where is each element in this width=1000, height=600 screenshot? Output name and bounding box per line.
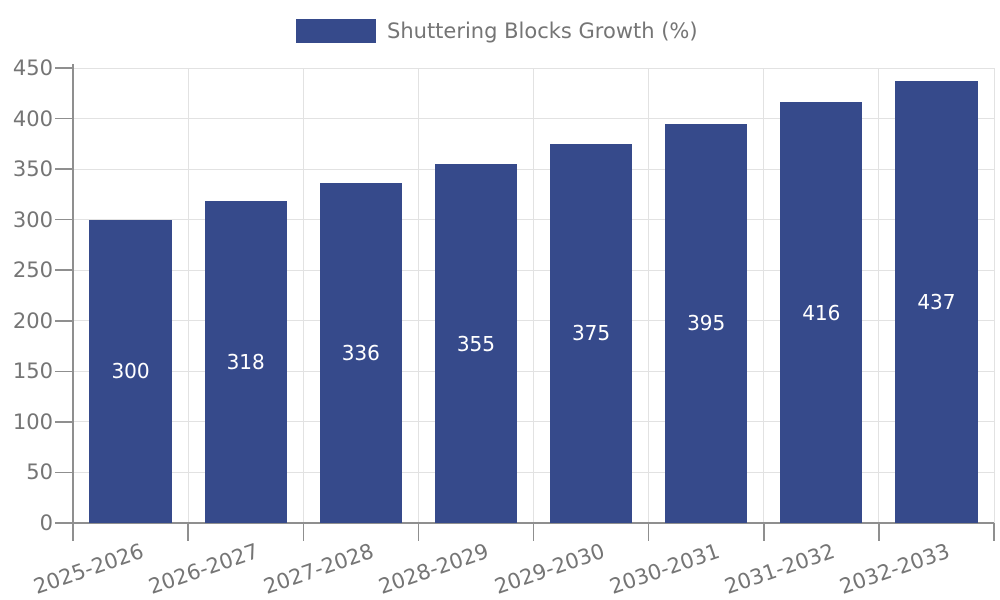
y-axis-tick (55, 269, 73, 271)
x-axis-tick-label: 2025-2026 (30, 538, 147, 599)
x-gridline (763, 68, 765, 523)
bar[interactable]: 375 (549, 143, 633, 523)
x-axis-tick (993, 523, 995, 541)
x-gridline (302, 68, 304, 523)
y-axis-tick-label: 300 (12, 207, 53, 232)
x-gridline (648, 68, 650, 523)
x-axis-tick-label: 2031-2032 (721, 538, 838, 599)
x-axis-line (73, 522, 994, 524)
x-gridline (878, 68, 880, 523)
y-axis-line (72, 64, 74, 541)
x-axis-tick (417, 523, 420, 541)
y-axis-tick-label: 350 (12, 157, 53, 182)
bar[interactable]: 395 (665, 123, 748, 523)
bar[interactable]: 416 (780, 102, 863, 523)
y-axis-tick-label: 450 (12, 56, 53, 80)
y-axis-tick (55, 67, 73, 69)
x-axis-tick-label: 2032-2033 (836, 538, 953, 599)
y-axis-tick-label: 50 (26, 460, 53, 485)
y-axis-tick (55, 218, 73, 221)
x-gridline (187, 68, 189, 523)
x-axis-tick-label: 2030-2031 (606, 538, 723, 599)
legend-label: Shuttering Blocks Growth (%) (387, 19, 698, 43)
bar[interactable]: 318 (204, 201, 287, 523)
x-gridline (417, 68, 419, 523)
y-axis-tick-label: 100 (12, 409, 53, 434)
bar[interactable]: 336 (319, 183, 402, 523)
bar-value-label: 437 (917, 290, 956, 315)
y-axis-tick-label: 250 (12, 258, 53, 283)
x-axis-tick-label: 2029-2030 (491, 538, 608, 599)
y-axis-tick-label: 400 (12, 106, 53, 131)
x-axis-tick (878, 523, 880, 541)
y-axis-tick (55, 320, 73, 322)
x-axis-tick (187, 523, 189, 541)
x-axis-tick-label: 2027-2028 (260, 538, 377, 599)
x-axis-tick (763, 523, 765, 541)
x-axis-tick (647, 523, 650, 541)
bar[interactable]: 355 (434, 164, 518, 523)
y-axis-tick (55, 117, 73, 120)
x-axis-tick-label: 2028-2029 (376, 538, 493, 599)
y-axis-tick-label: 150 (12, 359, 53, 384)
legend-item[interactable]: Shuttering Blocks Growth (%) (296, 18, 698, 44)
y-axis-tick-label: 200 (12, 308, 53, 333)
legend-swatch (296, 19, 376, 43)
y-axis-tick (55, 370, 73, 373)
bar-value-label: 300 (111, 359, 150, 384)
x-axis-tick-label: 2026-2027 (145, 538, 262, 599)
x-axis-tick (302, 523, 304, 541)
y-axis-tick (55, 168, 73, 170)
bar-value-label: 395 (687, 311, 726, 336)
y-axis-tick-label: 0 (39, 511, 53, 535)
bar-value-label: 318 (226, 350, 265, 375)
y-axis-tick (55, 471, 73, 474)
x-axis-tick (532, 523, 535, 541)
bar-value-label: 336 (341, 341, 380, 366)
bar[interactable]: 300 (89, 219, 172, 523)
bar-value-label: 375 (571, 321, 611, 346)
y-axis-tick (55, 522, 73, 524)
y-axis-tick (55, 421, 73, 423)
bar-value-label: 416 (802, 300, 841, 325)
bar[interactable]: 437 (895, 81, 978, 523)
x-gridline (993, 68, 995, 523)
bar-value-label: 355 (456, 331, 496, 356)
x-gridline (533, 68, 534, 523)
